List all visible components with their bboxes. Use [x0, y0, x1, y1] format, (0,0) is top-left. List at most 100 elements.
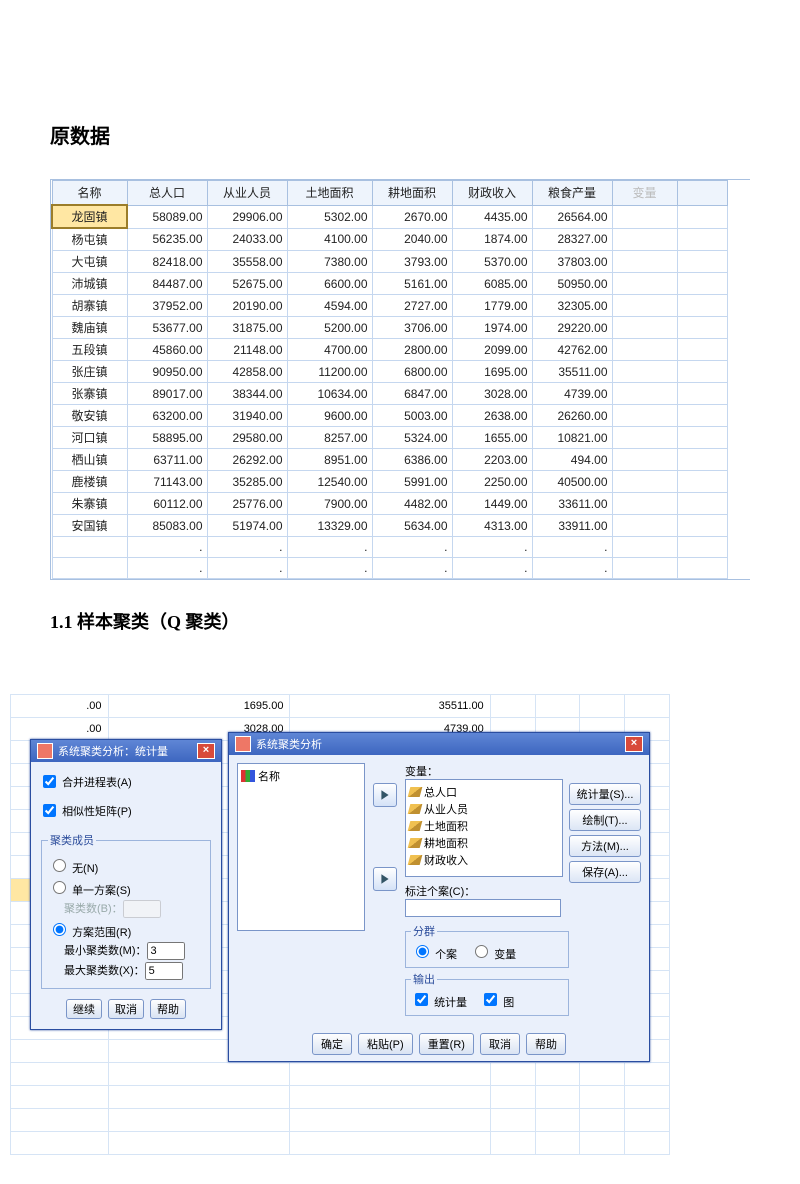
row-name-cell[interactable]: 胡寨镇 — [52, 295, 127, 317]
data-cell[interactable]: 3706.00 — [372, 317, 452, 339]
data-cell[interactable]: 1695.00 — [452, 361, 532, 383]
source-item-name[interactable]: 名称 — [258, 768, 280, 784]
paste-button[interactable]: 粘贴(P) — [358, 1033, 413, 1055]
dialog1-titlebar[interactable]: 系统聚类分析：统计量 × — [31, 740, 221, 762]
data-cell[interactable]: 5302.00 — [287, 205, 372, 228]
data-cell[interactable]: 31875.00 — [207, 317, 287, 339]
data-cell[interactable]: 10634.00 — [287, 383, 372, 405]
data-cell[interactable]: 4594.00 — [287, 295, 372, 317]
data-cell[interactable]: 26292.00 — [207, 449, 287, 471]
row-name-cell[interactable]: 五段镇 — [52, 339, 127, 361]
data-cell[interactable]: 2203.00 — [452, 449, 532, 471]
radio-single[interactable]: 单一方案(S) — [48, 878, 204, 898]
source-variables-list[interactable]: 名称 — [237, 763, 365, 931]
data-cell[interactable]: 4313.00 — [452, 515, 532, 537]
cluster-variables-list[interactable]: 总人口从业人员土地面积耕地面积财政收入 — [405, 779, 563, 877]
data-cell[interactable]: 8257.00 — [287, 427, 372, 449]
data-cell[interactable]: 2727.00 — [372, 295, 452, 317]
data-cell[interactable]: 1655.00 — [452, 427, 532, 449]
row-name-cell[interactable]: 龙固镇 — [52, 205, 127, 228]
data-cell[interactable]: 35511.00 — [532, 361, 612, 383]
data-cell[interactable]: 21148.00 — [207, 339, 287, 361]
data-cell[interactable]: 85083.00 — [127, 515, 207, 537]
data-cell[interactable]: 26260.00 — [532, 405, 612, 427]
data-cell[interactable]: 33611.00 — [532, 493, 612, 515]
row-name-cell[interactable]: 魏庙镇 — [52, 317, 127, 339]
checkbox-merge-table[interactable]: 合并进程表(A) — [39, 772, 213, 791]
data-cell[interactable]: 42858.00 — [207, 361, 287, 383]
data-cell[interactable]: 5324.00 — [372, 427, 452, 449]
data-cell[interactable]: 82418.00 — [127, 251, 207, 273]
checkbox-output-plot[interactable]: 图 — [480, 997, 514, 1009]
data-cell[interactable]: 24033.00 — [207, 228, 287, 251]
row-name-cell[interactable]: 大屯镇 — [52, 251, 127, 273]
data-cell[interactable]: 4482.00 — [372, 493, 452, 515]
save-button[interactable]: 保存(A)... — [569, 861, 641, 883]
data-cell[interactable]: 58089.00 — [127, 205, 207, 228]
row-name-cell[interactable]: 张庄镇 — [52, 361, 127, 383]
radio-by-case[interactable]: 个案 — [411, 949, 457, 961]
method-button[interactable]: 方法(M)... — [569, 835, 641, 857]
checkbox-similarity-matrix[interactable]: 相似性矩阵(P) — [39, 801, 213, 820]
data-cell[interactable]: 71143.00 — [127, 471, 207, 493]
data-cell[interactable]: 6600.00 — [287, 273, 372, 295]
data-cell[interactable]: 7380.00 — [287, 251, 372, 273]
data-cell[interactable]: 5634.00 — [372, 515, 452, 537]
move-to-label-button[interactable] — [373, 867, 397, 891]
data-cell[interactable]: 20190.00 — [207, 295, 287, 317]
data-cell[interactable]: 84487.00 — [127, 273, 207, 295]
dlg1-help-button[interactable]: 帮助 — [150, 999, 186, 1019]
var-item[interactable]: 财政收入 — [409, 852, 559, 868]
data-cell[interactable]: 1874.00 — [452, 228, 532, 251]
data-cell[interactable]: 4739.00 — [532, 383, 612, 405]
data-cell[interactable]: 2800.00 — [372, 339, 452, 361]
data-cell[interactable]: 6085.00 — [452, 273, 532, 295]
plots-button[interactable]: 绘制(T)... — [569, 809, 641, 831]
data-cell[interactable]: 1449.00 — [452, 493, 532, 515]
data-cell[interactable]: 4100.00 — [287, 228, 372, 251]
data-cell[interactable]: 50950.00 — [532, 273, 612, 295]
data-cell[interactable]: 4700.00 — [287, 339, 372, 361]
data-cell[interactable]: 53677.00 — [127, 317, 207, 339]
data-cell[interactable]: 7900.00 — [287, 493, 372, 515]
radio-range[interactable]: 方案范围(R) — [48, 920, 204, 940]
data-cell[interactable]: 6386.00 — [372, 449, 452, 471]
data-cell[interactable]: 35558.00 — [207, 251, 287, 273]
row-name-cell[interactable]: 朱寨镇 — [52, 493, 127, 515]
dialog2-close-icon[interactable]: × — [625, 736, 643, 752]
data-cell[interactable]: 29580.00 — [207, 427, 287, 449]
data-cell[interactable]: 4435.00 — [452, 205, 532, 228]
data-cell[interactable]: 11200.00 — [287, 361, 372, 383]
ok-button[interactable]: 确定 — [312, 1033, 352, 1055]
data-cell[interactable]: 3028.00 — [452, 383, 532, 405]
input-min-clusters[interactable] — [147, 942, 185, 960]
checkbox-output-stats[interactable]: 统计量 — [411, 997, 467, 1009]
radio-by-variable[interactable]: 变量 — [470, 949, 516, 961]
data-cell[interactable]: 63200.00 — [127, 405, 207, 427]
dlg1-continue-button[interactable]: 继续 — [66, 999, 102, 1019]
data-cell[interactable]: 6800.00 — [372, 361, 452, 383]
row-name-cell[interactable]: 杨屯镇 — [52, 228, 127, 251]
var-item[interactable]: 从业人员 — [409, 801, 559, 817]
data-cell[interactable]: 32305.00 — [532, 295, 612, 317]
data-cell[interactable]: 5200.00 — [287, 317, 372, 339]
row-name-cell[interactable]: 鹿楼镇 — [52, 471, 127, 493]
row-name-cell[interactable]: 敬安镇 — [52, 405, 127, 427]
data-cell[interactable]: 2250.00 — [452, 471, 532, 493]
var-item[interactable]: 耕地面积 — [409, 835, 559, 851]
data-cell[interactable]: 2040.00 — [372, 228, 452, 251]
data-cell[interactable]: 45860.00 — [127, 339, 207, 361]
data-cell[interactable]: 38344.00 — [207, 383, 287, 405]
dialog2-titlebar[interactable]: 系统聚类分析 × — [229, 733, 649, 755]
data-cell[interactable]: 35285.00 — [207, 471, 287, 493]
data-cell[interactable]: 31940.00 — [207, 405, 287, 427]
data-cell[interactable]: 60112.00 — [127, 493, 207, 515]
data-cell[interactable]: 56235.00 — [127, 228, 207, 251]
data-cell[interactable]: 10821.00 — [532, 427, 612, 449]
data-cell[interactable]: 29220.00 — [532, 317, 612, 339]
data-cell[interactable]: 58895.00 — [127, 427, 207, 449]
data-cell[interactable]: 5161.00 — [372, 273, 452, 295]
data-cell[interactable]: 51974.00 — [207, 515, 287, 537]
row-name-cell[interactable]: 张寨镇 — [52, 383, 127, 405]
dialog1-close-icon[interactable]: × — [197, 743, 215, 759]
